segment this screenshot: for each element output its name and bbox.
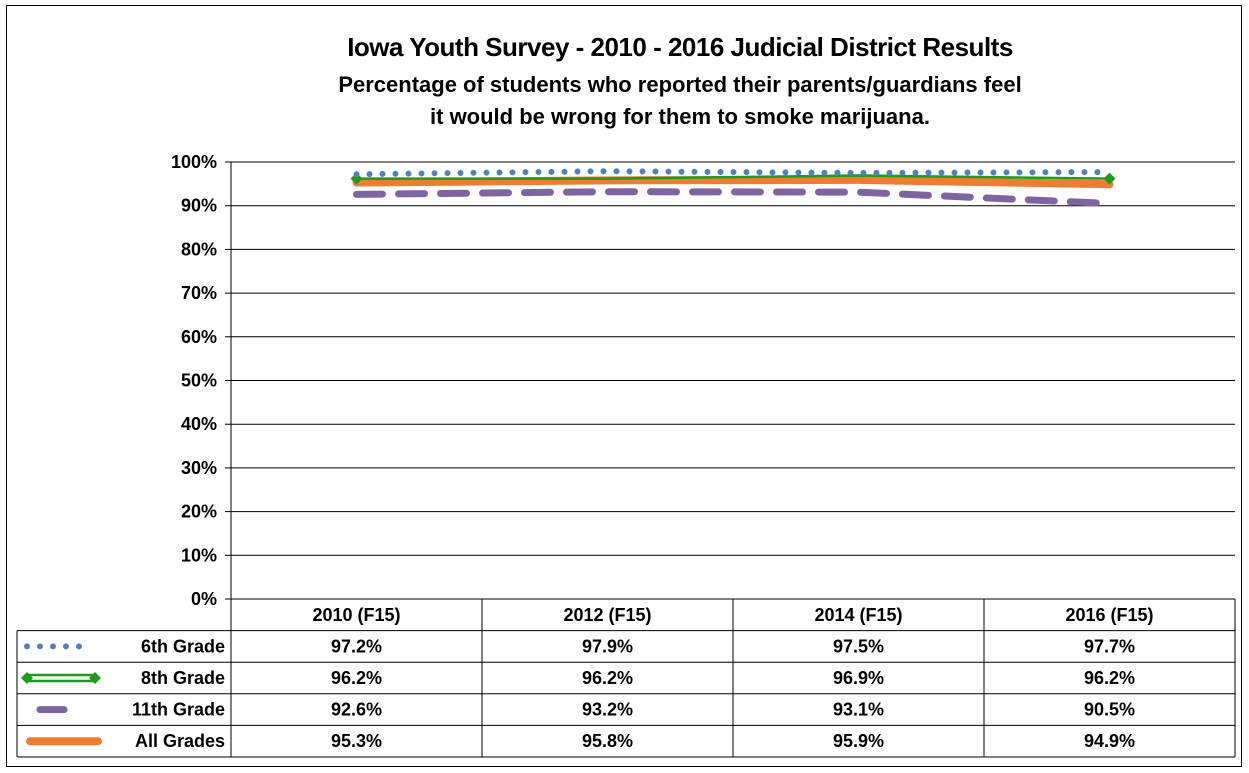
- x-category-label: 2012 (F15): [563, 605, 651, 625]
- y-tick-label: 30%: [181, 458, 217, 478]
- data-table: 2010 (F15) 2012 (F15) 2014 (F15) 2016 (F15)…: [16, 598, 1236, 758]
- data-cell: 90.5%: [1084, 700, 1135, 720]
- y-tick-label: 70%: [181, 283, 217, 303]
- y-tick-label: 90%: [181, 196, 217, 216]
- chart-frame: [6, 5, 1242, 767]
- data-cell: 97.2%: [331, 636, 382, 656]
- data-cell: 95.3%: [331, 731, 382, 751]
- data-cell: 95.9%: [833, 731, 884, 751]
- y-tick-label: 40%: [181, 414, 217, 434]
- series-marker: [350, 172, 363, 185]
- series-marker: [1103, 172, 1116, 185]
- data-cell: 96.2%: [1084, 668, 1135, 688]
- y-tick-label: 0%: [191, 589, 217, 609]
- data-cell: 97.5%: [833, 636, 884, 656]
- y-axis-ticks: 0% 10% 20% 30% 40% 50% 60% 70% 80% 90% 100%: [171, 152, 217, 609]
- x-category-label: 2010 (F15): [312, 605, 400, 625]
- legend-label: All Grades: [135, 731, 225, 751]
- data-cell: 97.7%: [1084, 636, 1135, 656]
- legend-label: 11th Grade: [132, 700, 225, 720]
- y-tick-label: 10%: [181, 545, 217, 565]
- y-tick-label: 20%: [181, 502, 217, 522]
- legend-label: 6th Grade: [141, 636, 225, 656]
- data-cell: 96.2%: [331, 668, 382, 688]
- series-line-8th-grade: [356, 174, 1110, 180]
- data-cell: 95.8%: [582, 731, 633, 751]
- legend-key-marker: [21, 672, 33, 684]
- legend-label: 8th Grade: [141, 668, 225, 688]
- x-category-label: 2014 (F15): [814, 605, 902, 625]
- data-cell: 94.9%: [1084, 731, 1135, 751]
- chart-title: Iowa Youth Survey - 2010 - 2016 Judicial…: [347, 32, 1013, 62]
- x-category-label: 2016 (F15): [1065, 605, 1153, 625]
- series-line-11th-grade: [353, 188, 1113, 208]
- chart-subtitle-line1: Percentage of students who reported thei…: [338, 72, 1022, 97]
- series-lines: [350, 168, 1116, 208]
- y-tick-label: 80%: [181, 239, 217, 259]
- chart-subtitle-line2: it would be wrong for them to smoke mari…: [430, 104, 930, 129]
- series-line-all-grades: [352, 175, 1114, 189]
- y-tick-label: 50%: [181, 371, 217, 391]
- data-cell: 96.2%: [582, 668, 633, 688]
- y-tick-label: 60%: [181, 327, 217, 347]
- data-cell: 96.9%: [833, 668, 884, 688]
- series-line-6th-grade: [353, 168, 1113, 178]
- data-cell: 93.1%: [833, 700, 884, 720]
- data-cell: 92.6%: [331, 700, 382, 720]
- data-cell: 97.9%: [582, 636, 633, 656]
- data-cell: 93.2%: [582, 700, 633, 720]
- y-tick-label: 100%: [171, 152, 217, 172]
- gridlines: [225, 161, 1235, 600]
- legend-key-marker: [89, 672, 101, 684]
